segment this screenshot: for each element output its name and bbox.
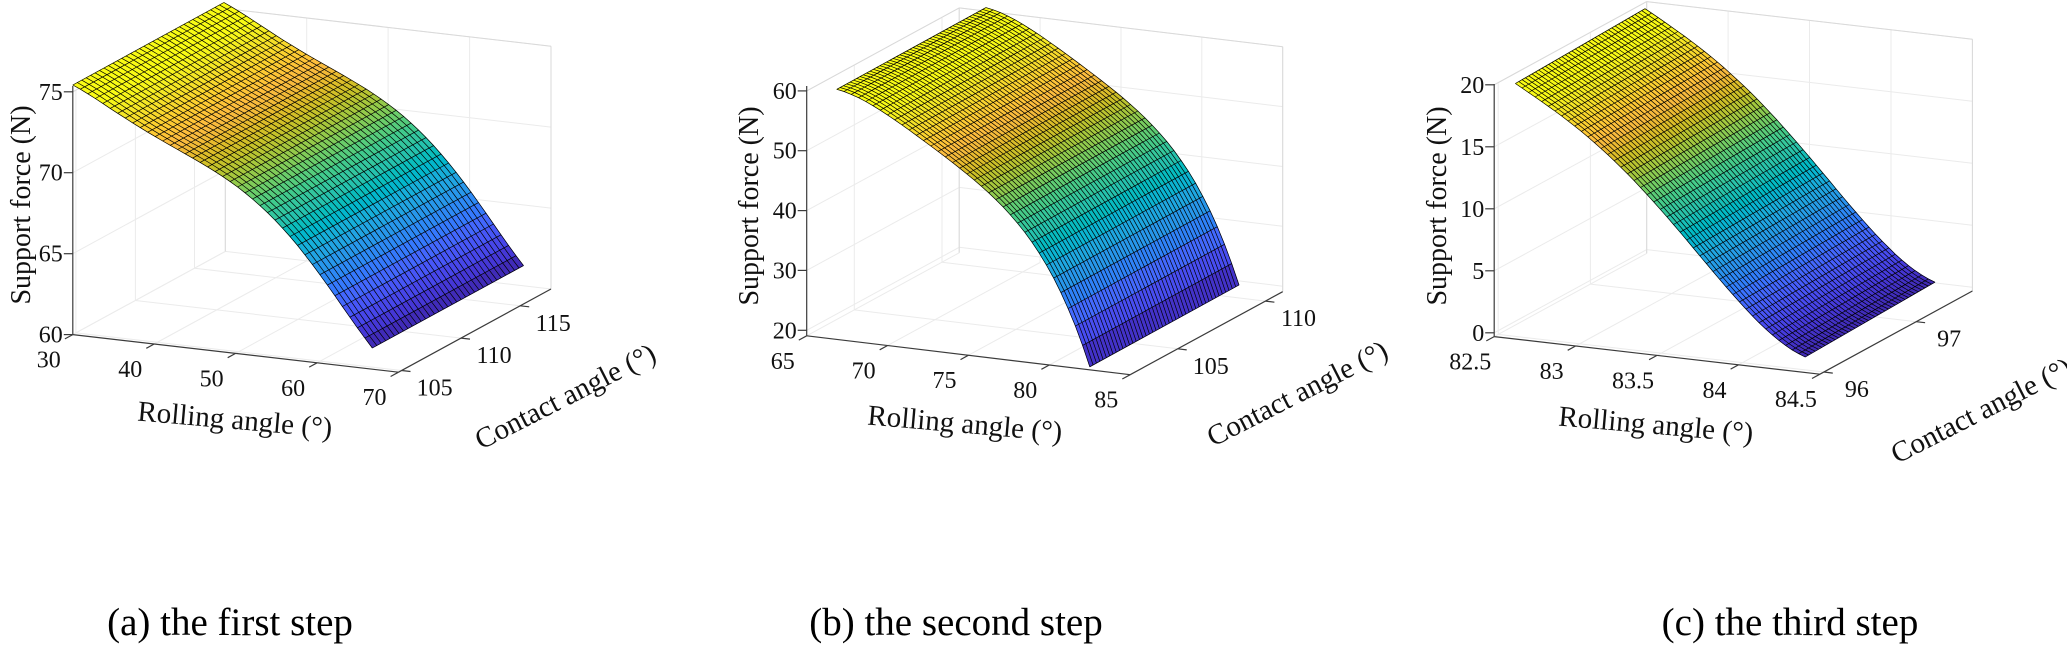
svg-text:80: 80: [1013, 378, 1037, 404]
svg-text:40: 40: [773, 199, 797, 225]
svg-text:65: 65: [771, 349, 795, 375]
svg-text:50: 50: [773, 139, 797, 165]
svg-text:60: 60: [281, 376, 305, 402]
svg-text:(a) the first step: (a) the first step: [107, 601, 353, 644]
svg-text:96: 96: [1845, 377, 1869, 403]
svg-text:Support force (N): Support force (N): [734, 106, 765, 305]
svg-text:50: 50: [200, 366, 224, 392]
svg-text:97: 97: [1937, 327, 1961, 353]
svg-text:70: 70: [39, 161, 63, 187]
svg-text:105: 105: [1193, 354, 1229, 380]
svg-text:85: 85: [1094, 388, 1118, 414]
svg-text:60: 60: [773, 79, 797, 105]
svg-text:105: 105: [417, 376, 453, 402]
svg-text:75: 75: [933, 368, 957, 394]
svg-text:84.5: 84.5: [1775, 387, 1817, 413]
svg-text:(c) the third step: (c) the third step: [1662, 601, 1919, 644]
svg-text:83.5: 83.5: [1612, 368, 1654, 394]
svg-text:110: 110: [477, 343, 512, 369]
svg-text:82.5: 82.5: [1449, 350, 1491, 376]
svg-text:30: 30: [37, 348, 61, 374]
svg-text:30: 30: [773, 258, 797, 284]
svg-text:65: 65: [39, 242, 63, 268]
svg-text:110: 110: [1281, 306, 1316, 332]
svg-text:20: 20: [773, 318, 797, 344]
svg-text:84: 84: [1703, 378, 1727, 404]
svg-text:83: 83: [1540, 359, 1564, 385]
svg-text:70: 70: [852, 359, 876, 385]
svg-text:60: 60: [39, 323, 63, 349]
svg-text:40: 40: [118, 357, 142, 383]
svg-text:Support force (N): Support force (N): [6, 105, 37, 304]
svg-text:Support force (N): Support force (N): [1422, 106, 1453, 305]
svg-text:70: 70: [363, 385, 387, 411]
svg-text:15: 15: [1460, 135, 1484, 161]
svg-text:(b) the second step: (b) the second step: [809, 601, 1103, 644]
svg-text:20: 20: [1460, 73, 1484, 99]
svg-text:75: 75: [39, 80, 63, 106]
svg-text:10: 10: [1460, 197, 1484, 223]
svg-text:115: 115: [536, 311, 571, 337]
svg-text:0: 0: [1472, 321, 1484, 347]
svg-text:5: 5: [1472, 259, 1484, 285]
